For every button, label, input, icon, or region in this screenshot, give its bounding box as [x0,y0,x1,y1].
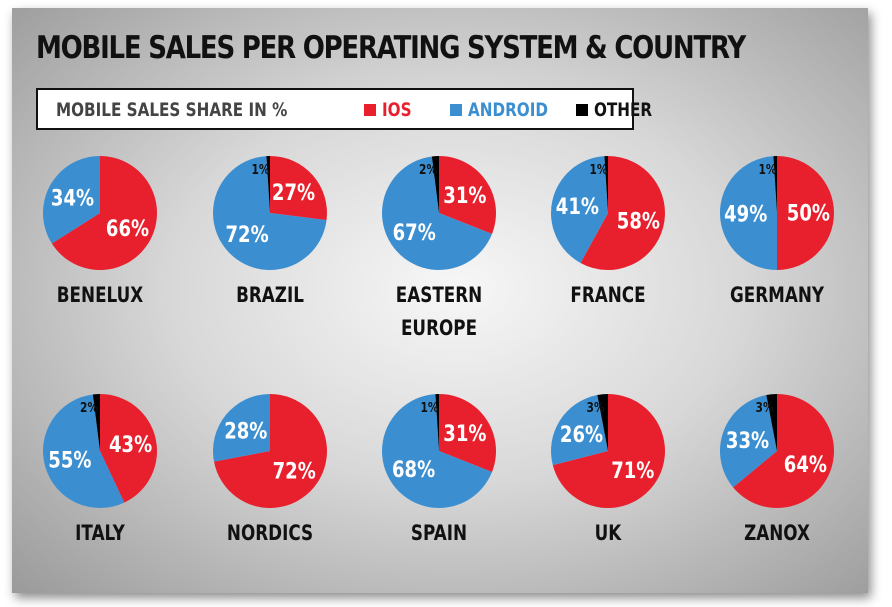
label-germany-ios: 50% [787,200,830,226]
label-zanox-ios: 64% [784,451,827,477]
slice-nordics-ios [214,394,328,508]
legend-swatch-ios [364,104,376,116]
slice-eastern-europe-other [431,156,439,213]
label-nordics-ios: 72% [273,458,316,484]
region-label-uk: UK [595,521,623,545]
slice-spain-android [382,394,492,508]
slice-italy-other [92,394,100,451]
label-zanox-other: 3% [756,400,774,415]
region-label-germany: GERMANY [730,283,824,307]
region-label-eastern-europe: EUROPE [401,316,477,340]
legend-item-android: ANDROID [468,99,549,121]
pie-italy: 43% 55% 2% [43,394,158,508]
slice-nordics-android [213,394,270,462]
legend-swatch-other [576,104,588,116]
slice-eastern-europe-android [382,156,492,271]
pie-eastern-europe: 31% 67% 2% [382,156,497,271]
region-label-zanox: ZANOX [744,521,810,545]
label-uk-ios: 71% [611,457,654,483]
legend-label: MOBILE SALES SHARE IN % [56,99,288,121]
slice-zanox-ios [733,394,835,508]
label-germany-android: 49% [724,201,767,227]
region-label-eastern-europe: EASTERN [396,283,482,307]
region-label-italy: ITALY [75,521,125,545]
label-france-android: 41% [556,193,599,219]
label-uk-android: 26% [560,421,603,447]
region-label-benelux: BENELUX [57,283,144,307]
slice-brazil-android [212,156,327,270]
region-label-brazil: BRAZIL [236,283,304,307]
slice-benelux-ios [51,156,157,270]
slice-brazil-other [266,155,270,213]
label-eastern-europe-android: 67% [393,219,436,245]
region-label-nordics: NORDICS [227,521,313,545]
slice-zanox-android [720,395,777,488]
label-brazil-ios: 27% [272,179,315,205]
label-france-ios: 58% [617,208,660,234]
label-italy-other: 2% [80,400,98,415]
region-label-spain: SPAIN [411,521,467,545]
label-nordics-android: 28% [224,418,267,444]
label-italy-ios: 43% [109,431,152,457]
legend-item-ios: IOS [382,99,412,121]
slice-italy-android [43,394,125,508]
pie-spain: 31% 68% 1% [382,394,497,508]
label-eastern-europe-other: 2% [419,162,437,177]
slice-spain-other [435,394,439,451]
pie-nordics: 72%28% [213,394,328,508]
slice-spain-ios [439,394,497,472]
slice-germany-ios [777,156,834,270]
label-benelux-ios: 66% [106,215,149,241]
slice-uk-android [550,395,608,466]
label-eastern-europe-ios: 31% [443,182,486,208]
chart-title: MOBILE SALES PER OPERATING SYSTEM & COUN… [36,30,746,66]
label-france-other: 1% [589,162,607,177]
legend-swatch-android [450,104,462,116]
slice-france-ios [580,156,665,270]
slice-italy-ios [100,394,158,503]
label-spain-ios: 31% [443,420,486,446]
label-spain-android: 68% [392,456,435,482]
slice-germany-other [773,155,777,213]
slice-uk-ios [552,394,665,508]
label-spain-other: 1% [420,400,438,415]
slice-benelux-android [42,156,100,244]
slice-zanox-other [766,394,777,451]
pie-germany: 50% 49% 1% [719,155,834,271]
pie-benelux: 66% 34% [42,156,157,270]
slice-uk-other [597,394,608,451]
pie-brazil: 27%72% 1% [212,155,327,270]
slice-brazil-ios [270,156,327,221]
region-label-france: FRANCE [570,283,645,307]
pie-zanox: 64% 33% 3% [720,394,835,508]
pie-uk: 71% 26% 3% [550,394,665,508]
label-uk-other: 3% [587,400,605,415]
label-italy-android: 55% [48,447,91,473]
pie-france: 58% 41% 1% [550,155,665,270]
label-zanox-android: 33% [726,427,769,453]
legend-box: MOBILE SALES SHARE IN % IOS ANDROID OTHE… [36,88,652,130]
slice-eastern-europe-ios [439,156,497,234]
legend-item-other: OTHER [594,99,653,121]
label-brazil-other: 1% [251,162,269,177]
label-germany-other: 1% [758,162,776,177]
slice-germany-android [719,156,777,271]
label-benelux-android: 34% [51,185,94,211]
label-brazil-android: 72% [226,221,269,247]
slice-france-other [604,155,608,213]
slice-france-android [550,156,608,263]
